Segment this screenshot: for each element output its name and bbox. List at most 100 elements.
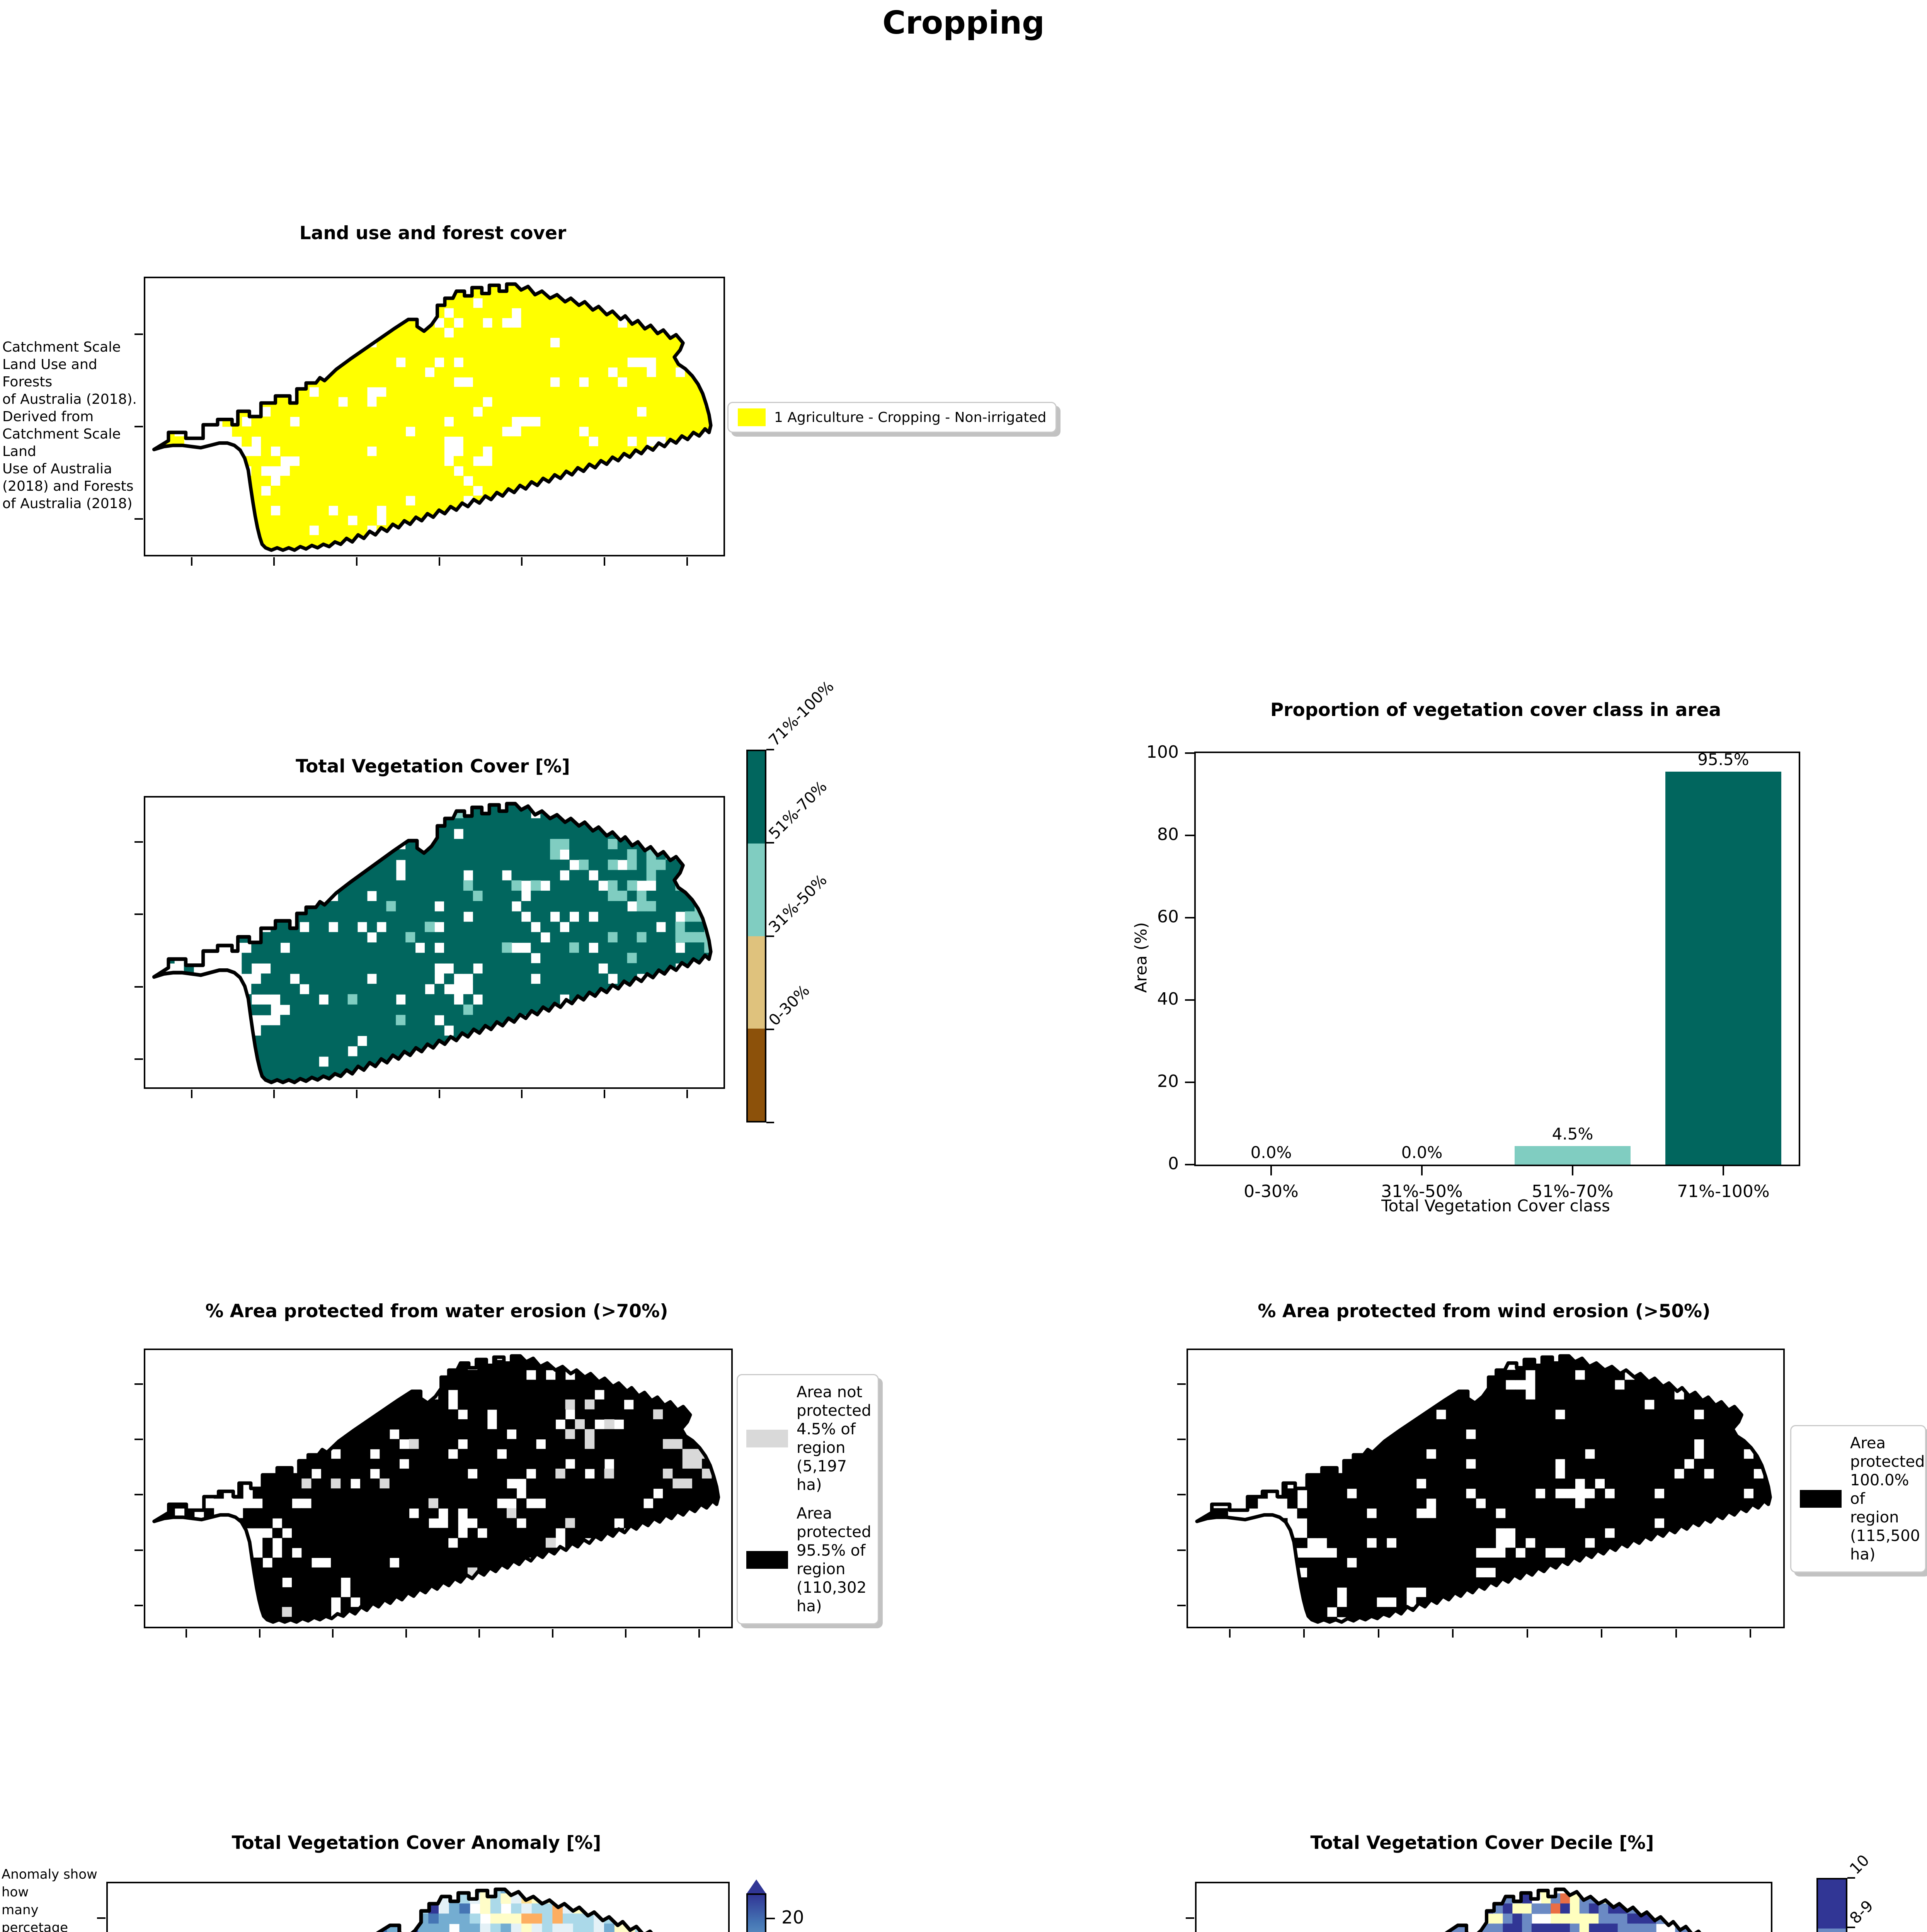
- tvc-colorbar-segment: [748, 844, 765, 936]
- landuse-panel-title: Land use and forest cover: [299, 223, 567, 244]
- decile-map: [1205, 1887, 1758, 1932]
- map-x-tick: [186, 1629, 187, 1638]
- tvc-colorbar-label: 31%-50%: [765, 871, 831, 936]
- wind-panel-title: % Area protected from wind erosion (>50%…: [1258, 1301, 1711, 1322]
- tvc-colorbar-bar: [746, 750, 766, 1122]
- y-tick-label: 40: [1157, 989, 1179, 1009]
- map-x-tick: [686, 557, 688, 566]
- map-y-tick: [1177, 1494, 1186, 1496]
- anomaly-caption: Anomaly show how many percetage points e…: [2, 1867, 97, 1932]
- wind-mapbox: [1177, 1349, 1785, 1638]
- tvc-panel-title: Total Vegetation Cover [%]: [296, 756, 570, 777]
- y-tick: [1185, 752, 1194, 754]
- map-y-tick: [134, 1383, 143, 1385]
- tvc-colorbar-tick: [766, 749, 774, 750]
- map-y-tick: [134, 841, 143, 843]
- proportion-y-axis-label: Area (%): [1131, 922, 1151, 993]
- map-x-tick: [405, 1629, 407, 1638]
- tvc-colorbar-label: 51%-70%: [765, 777, 831, 843]
- landuse-map: [152, 282, 713, 552]
- water-panel-title: % Area protected from water erosion (>70…: [205, 1301, 668, 1322]
- map-x-tick: [1303, 1629, 1305, 1638]
- map-y-tick: [134, 1439, 143, 1440]
- water-legend-swatch-icon: [746, 1430, 788, 1447]
- tvc-colorbar-tick: [766, 842, 774, 844]
- map-x-tick: [521, 1090, 523, 1098]
- x-tick: [1270, 1166, 1272, 1175]
- map-x-tick: [521, 557, 523, 566]
- decile-colorbar-tick: [1847, 1877, 1855, 1879]
- landuse-legend-label: 1 Agriculture - Cropping - Non-irrigated: [774, 409, 1047, 425]
- map-x-tick: [273, 557, 275, 566]
- y-tick-label: 0: [1168, 1154, 1179, 1173]
- map-x-tick: [356, 1090, 357, 1098]
- tvc-colorbar-label: 71%-100%: [765, 677, 838, 750]
- decile-colorbar-label: 8-9: [1846, 1897, 1877, 1927]
- map-x-tick: [552, 1629, 553, 1638]
- map-y-tick: [134, 425, 143, 427]
- y-tick: [1185, 917, 1194, 918]
- water-legend: Area not protected 4.5% of region (5,197…: [737, 1374, 879, 1624]
- map-x-tick: [1377, 1629, 1379, 1638]
- y-tick: [1185, 1082, 1194, 1083]
- anomaly-colorbar-top-arrow-icon: [746, 1879, 766, 1894]
- anomaly-map: [117, 1887, 715, 1932]
- tvc-colorbar-tick: [766, 935, 774, 937]
- decile-colorbar-segment: [1818, 1928, 1846, 1932]
- map-x-tick: [259, 1629, 260, 1638]
- map-x-tick: [356, 557, 357, 566]
- y-tick: [1185, 999, 1194, 1001]
- x-tick: [1723, 1166, 1724, 1175]
- x-tick-label: 31%-50%: [1381, 1182, 1463, 1201]
- map-y-tick: [134, 1549, 143, 1551]
- y-tick: [1185, 1164, 1194, 1165]
- map-y-tick: [1177, 1549, 1186, 1551]
- map-x-tick: [1452, 1629, 1454, 1638]
- map-y-tick: [134, 913, 143, 915]
- proportion-x-axis-label: Total Vegetation Cover class: [1381, 1196, 1610, 1215]
- decile-colorbar-bar: [1816, 1878, 1847, 1932]
- tvc-colorbar-segment: [748, 1028, 765, 1121]
- map-x-tick: [625, 1629, 627, 1638]
- map-x-tick: [1601, 1629, 1603, 1638]
- landuse-legend: 1 Agriculture - Cropping - Non-irrigated: [727, 402, 1057, 433]
- anomaly-panel-title: Total Vegetation Cover Anomaly [%]: [232, 1832, 601, 1854]
- tvc-colorbar-label: 0-30%: [765, 981, 814, 1029]
- anomaly-colorbar-tick-label: 20: [781, 1907, 804, 1928]
- water-erosion-map: [152, 1354, 720, 1624]
- anomaly-colorbar-tick: [766, 1918, 775, 1919]
- map-x-tick: [478, 1629, 480, 1638]
- anomaly-colorbar: [746, 1893, 766, 1932]
- map-x-tick: [191, 1090, 192, 1098]
- map-x-tick: [686, 1090, 688, 1098]
- decile-colorbar-segment: [1818, 1879, 1846, 1929]
- bar-value-label: 4.5%: [1552, 1124, 1593, 1144]
- wind-erosion-map: [1195, 1354, 1772, 1624]
- map-x-tick: [1750, 1629, 1752, 1638]
- map-x-tick: [698, 1629, 700, 1638]
- map-x-tick: [1675, 1629, 1677, 1638]
- proportion-plot-area: 0 20 40 60 80 100 0.0% 0-30% 0.0% 31%-50% 4.5% 51%-…: [1146, 742, 1800, 1201]
- wind-legend-swatch-icon: [1800, 1490, 1842, 1508]
- landuse-mapbox: [134, 277, 725, 566]
- map-y-tick: [134, 1494, 143, 1496]
- map-x-tick: [1526, 1629, 1528, 1638]
- map-x-tick: [332, 1629, 334, 1638]
- bar-value-label: 95.5%: [1697, 750, 1749, 769]
- water-legend-label: Area protected 95.5% of region (110,302 …: [797, 1505, 872, 1615]
- map-y-tick: [134, 1604, 143, 1606]
- decile-panel-title: Total Vegetation Cover Decile [%]: [1310, 1832, 1654, 1854]
- wind-legend-label: Area protected 100.0% of region (115,500…: [1850, 1434, 1925, 1563]
- y-tick: [1185, 835, 1194, 836]
- landuse-legend-swatch-icon: [738, 408, 766, 426]
- map-y-tick: [1177, 1604, 1186, 1606]
- y-tick-label: 100: [1146, 742, 1179, 762]
- y-tick-label: 20: [1157, 1071, 1179, 1091]
- map-x-tick: [438, 1090, 440, 1098]
- wind-legend-entry: Area protected 100.0% of region (115,500…: [1800, 1434, 1925, 1564]
- x-tick: [1421, 1166, 1423, 1175]
- water-mapbox: [134, 1349, 733, 1638]
- map-y-tick: [1177, 1383, 1186, 1385]
- tvc-colorbar-tick: [766, 1122, 774, 1123]
- map-y-tick: [1186, 1917, 1194, 1919]
